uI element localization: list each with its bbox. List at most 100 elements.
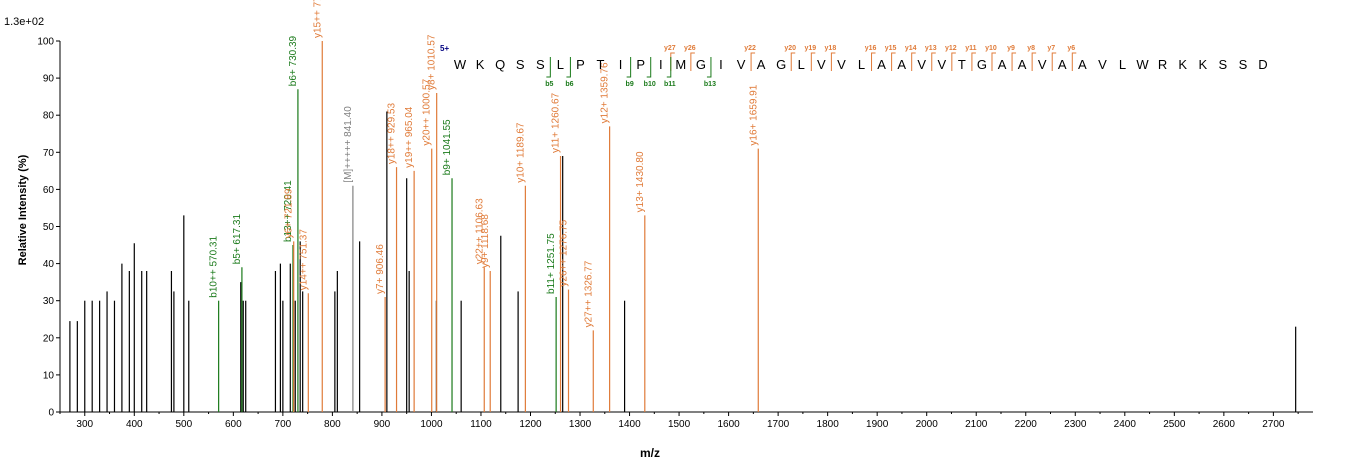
sequence-residue: V: [837, 57, 846, 72]
y-ion-bracket: [830, 52, 836, 71]
sequence-residue: G: [776, 57, 786, 72]
axes: 0 10 20 30 40 50 60 70 80 90 100 300 400 500 600 700 800…: [37, 37, 1313, 430]
peak-label: y6+ 721.89: [284, 188, 295, 238]
x-tick-label: 1200: [519, 419, 542, 430]
peak-label: y22++ 1106.63: [474, 198, 485, 264]
sequence-residue: A: [1078, 57, 1087, 72]
x-tick-label: 300: [76, 419, 93, 430]
y-ion-bracket: [991, 52, 996, 71]
sequence-residue: T: [597, 57, 605, 72]
x-tick-label: 2200: [1015, 419, 1038, 430]
x-tick-label: 1400: [618, 419, 641, 430]
peak-label: y27++ 1326.77: [583, 260, 594, 327]
y-tick-label: 80: [43, 111, 55, 122]
y-tick-label: 0: [48, 408, 54, 419]
sequence-residue: I: [659, 57, 663, 72]
y-ion-bracket: [810, 52, 816, 71]
b-ion-marker: b11: [664, 81, 676, 88]
y-tick-label: 30: [43, 296, 55, 307]
y-tick-label: 60: [43, 185, 55, 196]
y-ion-marker: y16: [865, 45, 877, 52]
y-ion-marker: y18: [825, 45, 837, 52]
sequence-residue: K: [1198, 57, 1207, 72]
x-tick-label: 2700: [1262, 419, 1285, 430]
y-tick-label: 40: [43, 259, 55, 270]
sequence-residue: K: [1178, 57, 1187, 72]
b-ion-bracket: [626, 57, 632, 78]
y-ion-marker: y20: [784, 45, 796, 52]
sequence-residue: T: [958, 57, 966, 72]
peak-label: y15++ 779.54: [312, 0, 323, 38]
y-ion-marker: y15: [885, 45, 897, 52]
sequence-residue: S: [516, 57, 525, 72]
x-tick-label: 500: [175, 419, 192, 430]
y-ion-bracket: [690, 52, 695, 71]
peak-label: y10+ 1189.67: [515, 122, 526, 183]
peak-label: y11+ 1260.67: [551, 92, 562, 153]
sequence-residue: S: [536, 57, 545, 72]
peak-label: b9+ 1041.55: [442, 119, 453, 175]
sequence-residue: D: [1258, 57, 1267, 72]
sequence-residue: V: [1038, 57, 1047, 72]
x-tick-label: 1300: [569, 419, 592, 430]
sequence-residue: A: [1058, 57, 1067, 72]
x-tick-label: 2500: [1163, 419, 1186, 430]
y-tick-label: 90: [43, 74, 55, 85]
x-tick-label: 400: [126, 419, 143, 430]
sequence-residue: M: [675, 57, 686, 72]
b-ion-bracket: [646, 57, 652, 78]
y-ion-bracket: [1011, 52, 1017, 71]
peak-label: b10++ 570.31: [209, 236, 220, 298]
sequence-residue: R: [1158, 57, 1167, 72]
x-tick-label: 1800: [817, 419, 840, 430]
b-ion-marker: b9: [626, 81, 634, 88]
sequence-residue: W: [1136, 57, 1149, 72]
sequence-residue: I: [619, 57, 623, 72]
peak-label: y9+ 1118.68: [480, 214, 491, 268]
sequence-residue: V: [917, 57, 926, 72]
sequence-residue: I: [719, 57, 723, 72]
x-tick-label: 900: [374, 419, 391, 430]
peak-label: y20++ 1000.57: [422, 78, 433, 145]
y-ion-marker: y10: [985, 45, 997, 52]
y-ion-marker: y19: [804, 45, 816, 52]
b-ion-marker: b6: [565, 81, 573, 88]
y-ion-bracket: [871, 52, 876, 71]
sequence-residue: A: [877, 57, 886, 72]
peak-label: y18++ 929.53: [387, 103, 398, 165]
b-ion-bracket: [666, 57, 672, 78]
x-tick-label: 2300: [1064, 419, 1087, 430]
peak-label: b13++ 720.41: [283, 180, 294, 242]
y-ion-marker: y6: [1067, 45, 1075, 52]
y-ion-marker: y14: [905, 45, 917, 52]
sequence-residue: L: [798, 57, 805, 72]
b-ion-bracket: [566, 57, 571, 78]
y-ion-bracket: [971, 52, 976, 71]
b-ion-bracket: [706, 57, 712, 78]
y-ion-marker: y8: [1027, 45, 1035, 52]
x-tick-label: 1100: [470, 419, 492, 430]
peak-label: y13+ 1430.80: [635, 151, 646, 212]
y-ion-bracket: [750, 52, 756, 71]
sequence-residue: V: [817, 57, 826, 72]
sequence-residue: S: [1239, 57, 1248, 72]
x-tick-label: 700: [275, 419, 292, 430]
sequence-residue: G: [977, 57, 987, 72]
sequence-residue: A: [757, 57, 766, 72]
b-ion-bracket: [546, 57, 551, 78]
intensity-scale-label: 1.3e+02: [4, 16, 44, 28]
y-ion-bracket: [911, 52, 916, 71]
y-ion-bracket: [931, 52, 936, 71]
y-ion-marker: y11: [965, 45, 976, 52]
b-ion-marker: b5: [545, 81, 553, 88]
sequence-residue: A: [897, 57, 906, 72]
y-tick-label: 70: [43, 148, 55, 159]
sequence-residue: L: [858, 57, 865, 72]
peak-label: y19++ 965.04: [404, 106, 415, 168]
y-ion-bracket: [790, 52, 796, 71]
peak-label: y14++ 751.37: [298, 229, 309, 291]
sequence-residue: L: [557, 57, 564, 72]
y-tick-label: 10: [43, 370, 55, 381]
